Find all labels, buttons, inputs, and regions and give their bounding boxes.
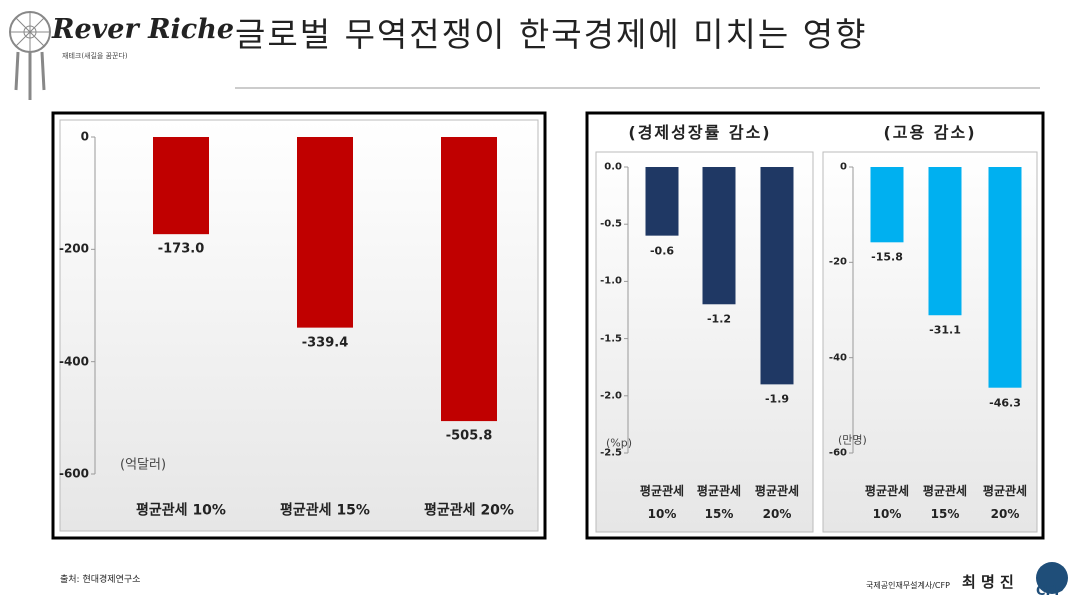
y-tick-label: -2.0 <box>600 390 622 402</box>
bar <box>297 137 353 328</box>
y-tick-label: -400 <box>58 354 89 369</box>
logo-text: Rever Riche <box>52 14 235 45</box>
logo-subtext: 재테크(새길을 꿈꾼다) <box>62 52 128 60</box>
bar <box>645 167 679 236</box>
chart-title: (경제성장률 감소) <box>628 122 772 142</box>
y-tick-label: -1.0 <box>600 275 622 287</box>
value-label: -173.0 <box>157 241 205 257</box>
y-tick-label: -1.5 <box>600 333 622 345</box>
y-tick-label: -200 <box>58 241 89 256</box>
x-tick-label: 평균관세 20% <box>424 502 514 519</box>
y-tick-label: -40 <box>828 352 847 364</box>
x-tick-label: 평균관세 15% <box>696 484 742 521</box>
value-label: -46.3 <box>989 396 1021 410</box>
source: 출처: 현대경제연구소 <box>60 575 141 585</box>
cfp-logo <box>1036 562 1068 594</box>
x-tick-label: 평균관세 10% <box>864 484 910 521</box>
bar <box>441 137 497 422</box>
bar <box>760 167 794 385</box>
x-tick-label: 평균관세 15% <box>280 502 370 519</box>
value-label: -15.8 <box>871 250 903 264</box>
slide-title: 글로벌 무역전쟁이 한국경제에 미치는 영향 <box>235 15 868 54</box>
value-label: -0.6 <box>649 244 675 258</box>
bar <box>153 137 209 235</box>
y-tick-label: -2.5 <box>600 447 622 459</box>
value-label: -339.4 <box>301 335 349 351</box>
author-role: 국제공인재무설계사/CFP <box>866 581 950 590</box>
y-tick-label: 0.0 <box>604 161 622 173</box>
bar <box>928 167 962 316</box>
x-tick-label: 평균관세 20% <box>982 484 1028 521</box>
x-tick-label: 평균관세 10% <box>639 484 685 521</box>
value-label: -31.1 <box>929 323 961 337</box>
author-name: 최 명 진 <box>962 573 1014 591</box>
bar <box>870 167 904 243</box>
y-tick-label: 0 <box>840 161 847 173</box>
value-label: -1.9 <box>764 392 790 406</box>
x-tick-label: 평균관세 15% <box>922 484 968 521</box>
unit-label: (%p) <box>606 436 633 450</box>
unit-label: (억달러) <box>120 457 167 473</box>
chart-title: (고용 감소) <box>883 122 977 142</box>
unit-label: (만명) <box>838 433 867 447</box>
value-label: -1.2 <box>706 312 732 326</box>
value-label: -505.8 <box>445 428 493 444</box>
cfp-text: CFP <box>1036 584 1064 599</box>
bar <box>988 167 1022 388</box>
y-tick-label: -60 <box>828 447 847 459</box>
x-tick-label: 평균관세 20% <box>754 484 800 521</box>
x-tick-label: 평균관세 10% <box>136 502 226 519</box>
y-tick-label: 0 <box>80 129 89 144</box>
bar <box>702 167 736 305</box>
y-tick-label: -600 <box>58 466 89 481</box>
y-tick-label: -0.5 <box>600 218 622 230</box>
y-tick-label: -20 <box>828 256 847 268</box>
logo-icon <box>9 11 51 100</box>
